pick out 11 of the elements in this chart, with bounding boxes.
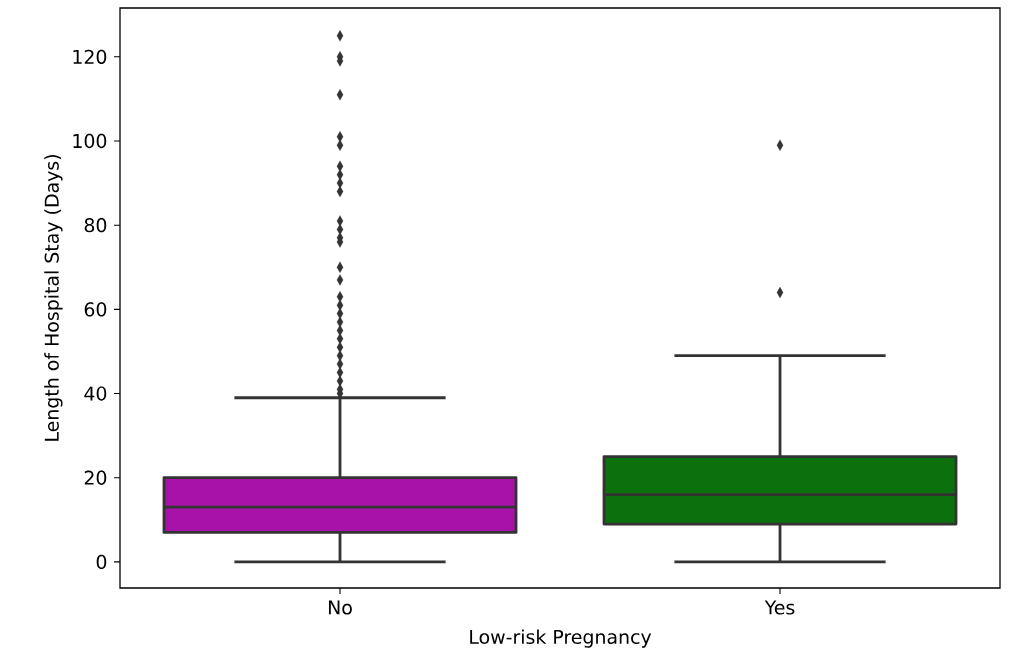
y-axis-title: Length of Hospital Stay (Days)	[44, 155, 63, 441]
x-tick-label: No	[328, 600, 352, 615]
y-tick-label: 20	[84, 470, 107, 485]
y-tick-label: 60	[84, 302, 107, 317]
x-axis-title: Low-risk Pregnancy	[470, 629, 652, 648]
y-tick-label: 40	[84, 386, 107, 401]
y-tick-label: 120	[73, 49, 107, 64]
y-tick-label: 80	[84, 218, 107, 233]
y-tick-label: 100	[73, 133, 107, 149]
y-tick-label: 0	[96, 554, 107, 570]
x-tick-label: Yes	[764, 600, 795, 615]
